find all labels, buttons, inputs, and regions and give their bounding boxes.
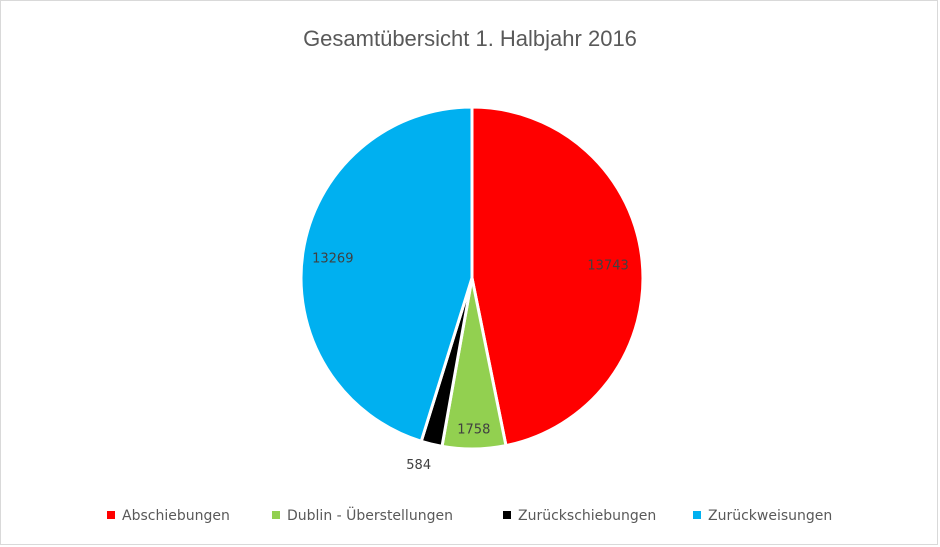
legend-entry: Abschiebungen: [122, 508, 230, 524]
legend-entry: Dublin - Überstellungen: [287, 506, 453, 524]
pie-data-labels: 13743 1758 584 13269: [312, 252, 629, 474]
legend-entry: Zurückweisungen: [708, 508, 832, 524]
legend-swatch: [107, 511, 115, 519]
data-label: 13269: [312, 252, 353, 267]
pie-slice-abschiebungen: [470, 105, 645, 448]
data-label: 13743: [587, 258, 628, 273]
legend-entry: Zurückschiebungen: [518, 508, 656, 524]
legend-swatch: [693, 511, 701, 519]
data-label: 584: [406, 458, 431, 473]
pie-slices: [299, 105, 645, 451]
legend-swatch: [272, 511, 280, 519]
data-label: 1758: [457, 423, 490, 438]
chart-title: Gesamtübersicht 1. Halbjahr 2016: [303, 26, 637, 51]
legend-swatch: [503, 511, 511, 519]
pie-slice-zurückweisungen: [299, 105, 474, 443]
chart-legend: Abschiebungen Dublin - Überstellungen Zurü…: [107, 506, 832, 524]
